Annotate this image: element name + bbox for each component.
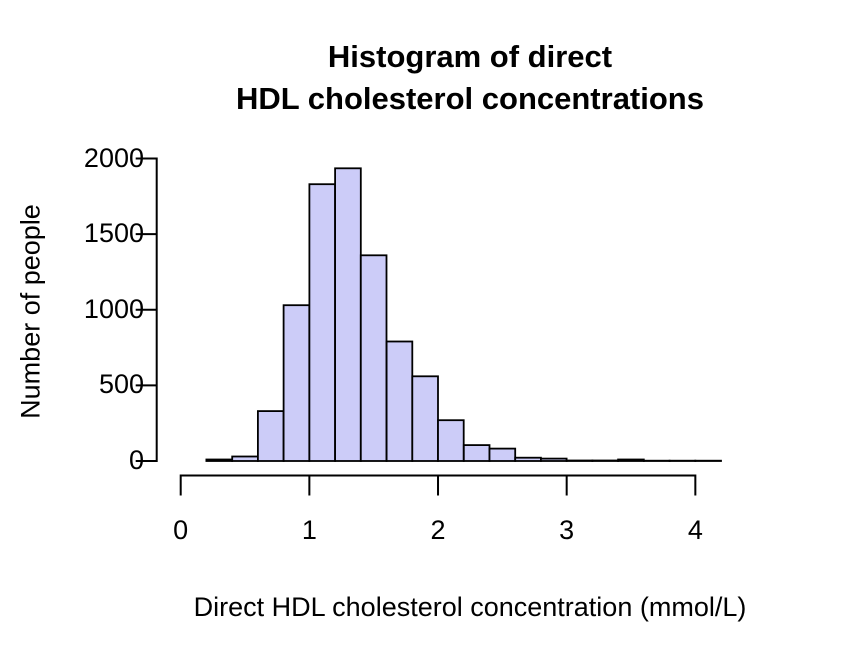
histogram-bar [205,458,233,462]
y-tick-label-0: 0 [128,445,144,475]
x-tick-label-3: 3 [559,515,575,545]
histogram-bar [565,459,594,462]
histogram-bar [256,410,285,462]
histogram-bar [462,444,491,462]
x-axis-label: Direct HDL cholesterol concentration (mm… [193,592,747,622]
y-tick-label-1500: 1500 [83,218,144,249]
histogram-bar [359,254,388,462]
x-tick-label-1: 1 [301,515,317,545]
histogram-bar [617,458,645,462]
histogram-bar [334,167,362,462]
histogram-bar [282,304,311,462]
chart-title-line2: HDL cholesterol concentrations [236,81,704,116]
y-tick-label-2000: 2000 [83,142,144,173]
y-axis [135,157,158,462]
chart-title: Histogram of direct HDL cholesterol conce… [90,36,850,120]
y-tick-label-500: 500 [98,369,144,400]
x-tick-label-2: 2 [430,515,446,545]
histogram-bar [437,419,465,462]
x-tick-label-4: 4 [687,515,703,545]
histogram-bar [514,456,542,462]
histogram-bar [411,375,439,462]
y-tick-label-1000: 1000 [83,293,144,324]
x-axis [179,474,697,496]
histogram-bar [231,455,259,462]
histogram-bar [488,447,517,462]
chart-title-line1: Histogram of direct [327,39,613,74]
histogram-bar [308,183,336,462]
histogram-bar [385,340,414,462]
histogram-bar [540,457,568,462]
x-tick-label-0: 0 [173,515,189,545]
histogram-bar [591,459,620,462]
